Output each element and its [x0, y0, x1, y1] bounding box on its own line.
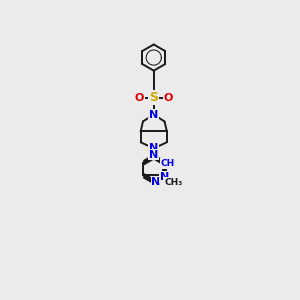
Text: CH₃: CH₃	[164, 178, 183, 187]
Text: O: O	[164, 93, 173, 103]
Text: N: N	[149, 150, 158, 160]
Text: N: N	[162, 158, 171, 168]
Text: N: N	[149, 110, 158, 119]
Text: S: S	[149, 91, 158, 104]
Text: CH: CH	[160, 158, 175, 167]
Text: N: N	[152, 176, 161, 187]
Text: N: N	[160, 172, 169, 182]
Text: N: N	[149, 143, 158, 153]
Text: O: O	[134, 93, 144, 103]
